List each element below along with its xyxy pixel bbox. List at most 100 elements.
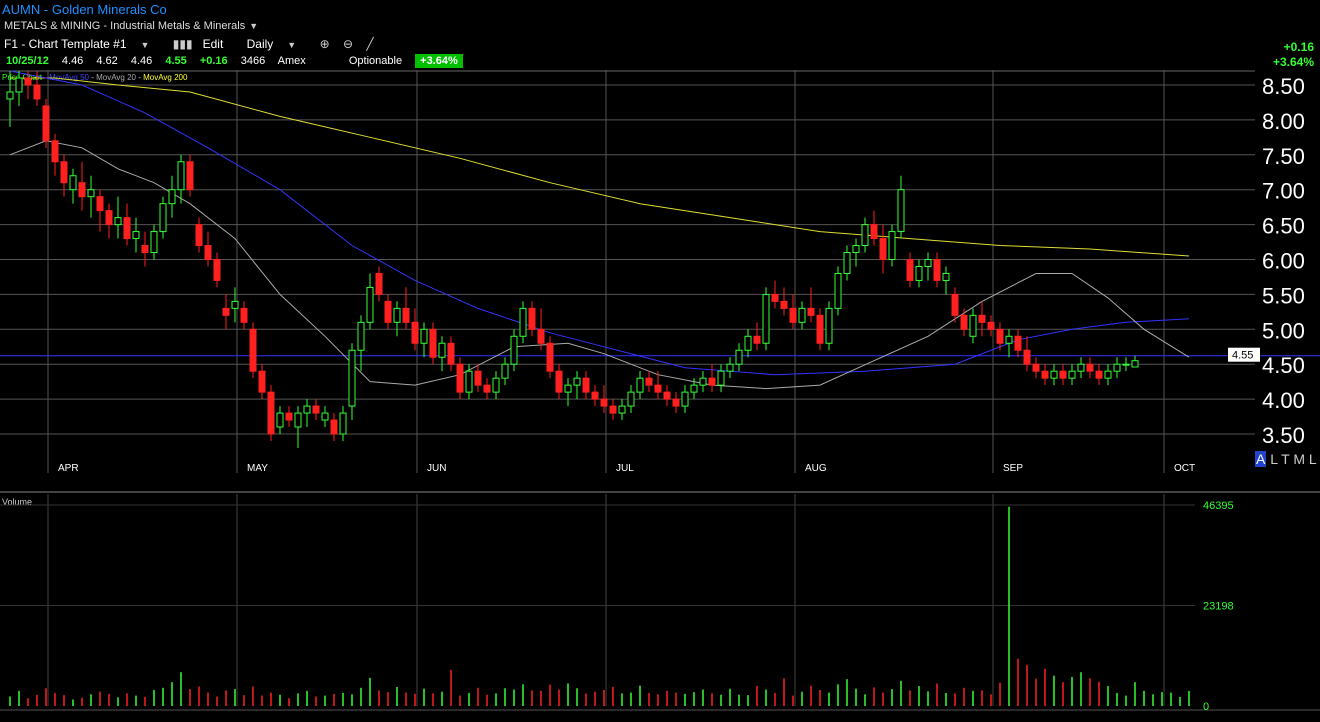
candle-up xyxy=(798,307,806,323)
candle-up xyxy=(366,286,374,323)
candle-up xyxy=(1077,363,1085,372)
candle-down xyxy=(987,321,995,330)
candle-up xyxy=(1068,370,1076,379)
candle-down xyxy=(807,307,815,316)
candle-down xyxy=(546,342,554,372)
candle-up xyxy=(717,370,725,386)
zoom-in-icon[interactable]: ⊕ xyxy=(319,37,330,51)
scale-button-m[interactable]: M xyxy=(1293,451,1306,467)
candle-down xyxy=(60,161,68,184)
candle-down xyxy=(753,335,761,344)
candle-down xyxy=(906,259,914,281)
candle-down xyxy=(1086,363,1094,372)
chevron-down-icon: ▼ xyxy=(287,40,297,50)
template-selector[interactable]: F1 - Chart Template #1 ▼ xyxy=(4,37,159,51)
candle-up xyxy=(1104,370,1112,379)
candle-up xyxy=(69,175,77,191)
volume-tick-label: 0 xyxy=(1203,701,1209,713)
candle-down xyxy=(708,377,716,386)
candle-up xyxy=(573,377,581,386)
legend-movavg-50: MovAvg 50 xyxy=(49,73,89,82)
candle-up xyxy=(177,161,185,191)
zoom-out-icon[interactable]: ⊖ xyxy=(342,37,354,51)
candle-up xyxy=(744,335,752,351)
candle-down xyxy=(312,405,320,414)
candle-down xyxy=(96,196,104,212)
candle-up xyxy=(825,307,833,344)
candle-up xyxy=(1005,335,1013,344)
candle-up xyxy=(114,217,122,226)
candle-down xyxy=(330,419,338,435)
legend-separator: - xyxy=(135,73,144,82)
candle-up xyxy=(942,272,950,281)
company-name: Golden Minerals Co xyxy=(51,2,167,17)
candle-up xyxy=(564,384,572,393)
candle-up xyxy=(159,203,167,233)
candle-up xyxy=(618,405,626,414)
candle-up xyxy=(357,321,365,351)
candle-down xyxy=(1032,363,1040,372)
candle-down xyxy=(1014,335,1022,351)
scale-button-t[interactable]: T xyxy=(1281,451,1290,467)
quote-date: 10/25/12 xyxy=(6,55,49,67)
candle-up xyxy=(510,335,518,365)
candle-down xyxy=(600,398,608,407)
quote-exchange: Amex xyxy=(277,55,306,67)
scale-button-auto[interactable]: A xyxy=(1255,451,1267,467)
candle-down xyxy=(222,307,230,316)
scale-button-l[interactable]: L xyxy=(1308,451,1317,467)
month-label: JUN xyxy=(427,463,446,474)
scale-button-log[interactable]: L xyxy=(1270,451,1278,467)
candle-up xyxy=(924,259,932,267)
candle-up xyxy=(303,405,311,414)
candle-down xyxy=(186,161,194,191)
last-price-tag: 4.55 xyxy=(1232,350,1253,362)
quote-change: +0.16 xyxy=(199,55,228,67)
price-tick-label: 6.50 xyxy=(1262,214,1305,239)
right-change: +0.16 xyxy=(1283,40,1314,54)
candle-up xyxy=(150,231,158,254)
quote-high: 4.62 xyxy=(96,55,118,67)
candle-down xyxy=(195,224,203,247)
candle-up xyxy=(393,307,401,323)
candle-up xyxy=(915,265,923,281)
candle-up xyxy=(735,349,743,365)
candle-up xyxy=(1050,370,1058,379)
candle-up xyxy=(294,412,302,428)
candle-up xyxy=(726,363,734,372)
candle-down xyxy=(645,377,653,386)
price-tick-label: 4.00 xyxy=(1262,388,1305,413)
edit-button[interactable]: ▮▮▮ Edit xyxy=(173,37,234,51)
candle-up xyxy=(339,412,347,435)
candle-down xyxy=(384,300,392,323)
volume-tick-label: 46395 xyxy=(1203,500,1234,512)
candle-up xyxy=(834,272,842,309)
candle-down xyxy=(483,384,491,393)
candle-up xyxy=(438,342,446,358)
candle-down xyxy=(447,342,455,365)
candle-down xyxy=(42,105,50,142)
change-pct-badge: +3.64% xyxy=(415,54,463,68)
candle-down xyxy=(402,307,410,323)
price-tick-label: 7.50 xyxy=(1262,144,1305,169)
price-tick-label: 8.50 xyxy=(1262,74,1305,99)
candle-down xyxy=(582,377,590,393)
candle-down xyxy=(123,217,131,240)
candle-down xyxy=(951,293,959,316)
month-label: JUL xyxy=(616,463,634,474)
candle-up xyxy=(168,189,176,205)
candle-down xyxy=(285,412,293,421)
month-label: SEP xyxy=(1003,463,1023,474)
candle-up xyxy=(231,300,239,309)
draw-line-icon[interactable]: ╱ xyxy=(366,37,374,51)
candle-down xyxy=(672,398,680,407)
quote-bar: 10/25/12 4.46 4.62 4.46 4.55 +0.16 3466 … xyxy=(6,54,473,68)
candle-down xyxy=(933,259,941,281)
candle-down xyxy=(1023,349,1031,365)
price-tick-label: 6.00 xyxy=(1262,249,1305,274)
sector-selector[interactable]: METALS & MINING - Industrial Metals & Mi… xyxy=(4,20,258,32)
month-label: APR xyxy=(58,463,79,474)
period-selector[interactable]: Daily ▼ xyxy=(247,37,307,51)
ma20-line xyxy=(9,140,1190,390)
